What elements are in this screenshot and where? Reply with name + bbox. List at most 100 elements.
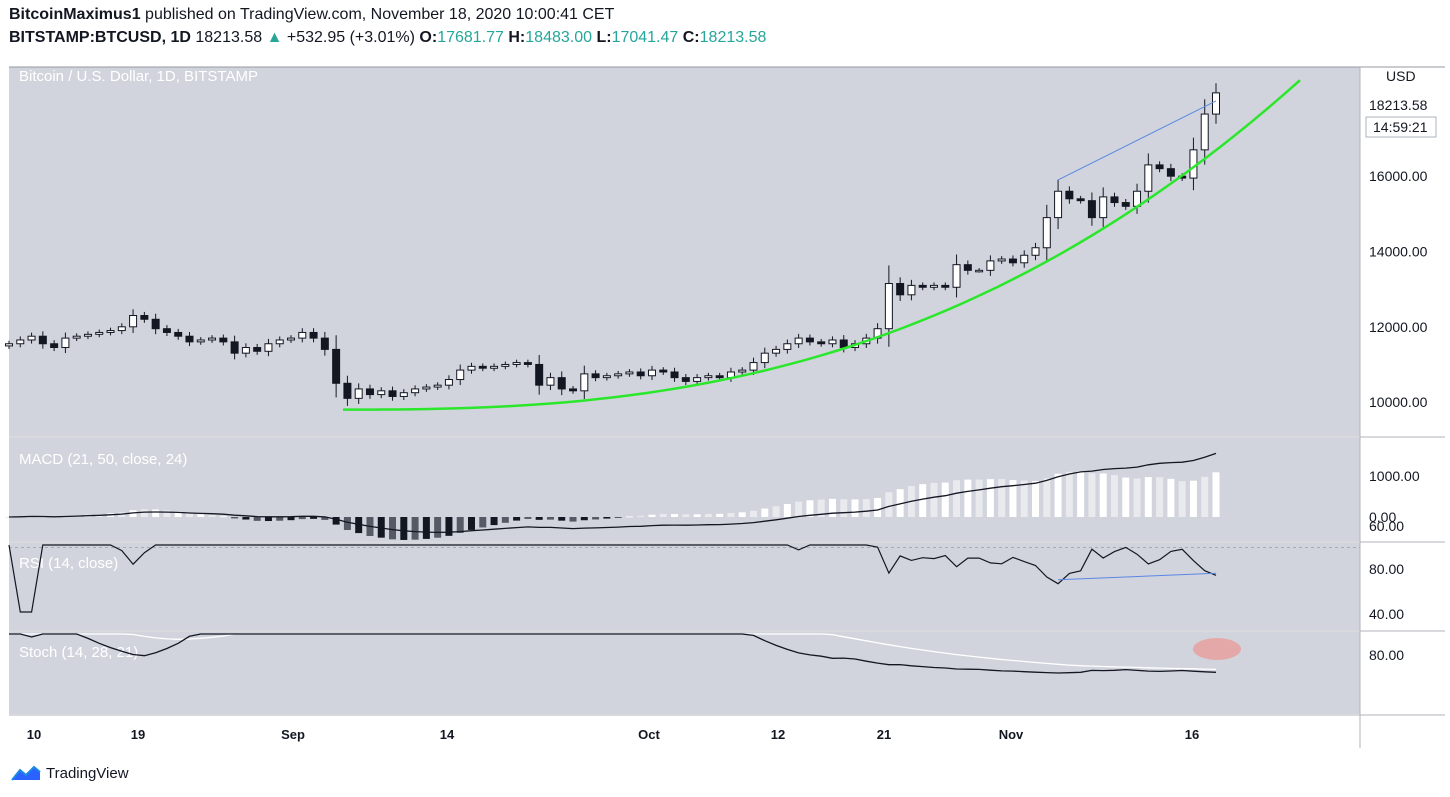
macd-histogram-bar — [1212, 472, 1220, 517]
candle-body — [918, 284, 927, 288]
macd-histogram-bar — [140, 509, 148, 517]
tradingview-footer[interactable]: TradingView — [10, 764, 129, 782]
candle-body — [535, 363, 544, 386]
candle-body — [388, 390, 397, 397]
macd-histogram-bar — [783, 503, 791, 517]
candle-body — [275, 339, 284, 345]
candle-body — [365, 388, 374, 396]
macd-histogram-bar — [535, 517, 543, 520]
candle-body — [140, 315, 149, 320]
price-trendline — [1057, 100, 1217, 181]
candle-body — [1155, 164, 1164, 170]
candle-body — [817, 341, 826, 345]
macd-histogram-bar — [896, 489, 904, 517]
macd-histogram-bar — [1144, 477, 1152, 517]
macd-histogram-bar — [513, 517, 521, 521]
candle-body — [1166, 168, 1175, 177]
price-change: +532.95 (+3.01%) — [286, 29, 415, 46]
macd-histogram-bar — [152, 509, 160, 517]
macd-histogram-bar — [828, 498, 836, 517]
price-pane-title: Bitcoin / U.S. Dollar, 1D, BITSTAMP — [19, 68, 258, 85]
candle-body — [647, 369, 656, 377]
candle-body — [828, 339, 837, 345]
candle-body — [839, 339, 848, 349]
macd-histogram-bar — [795, 501, 803, 517]
macd-histogram-bar — [321, 517, 329, 520]
stoch-k-line — [9, 633, 1217, 674]
macd-histogram-bar — [411, 517, 419, 540]
x-axis-label: 10 — [27, 727, 41, 742]
macd-histogram-bar — [862, 499, 870, 517]
candle-body — [546, 377, 555, 386]
macd-histogram-bar — [1054, 473, 1062, 517]
macd-histogram-bar — [975, 479, 983, 517]
macd-histogram-bar — [400, 517, 408, 540]
macd-histogram-bar — [998, 479, 1006, 517]
symbol-label: BITSTAMP:BTCUSD, 1D — [9, 29, 191, 46]
macd-histogram-bar — [264, 517, 272, 522]
candle-body — [1008, 258, 1017, 264]
candle-body — [456, 369, 465, 381]
macd-histogram-bar — [1167, 478, 1175, 517]
ohlc-header: BITSTAMP:BTCUSD, 1D 18213.58 ▲ +532.95 (… — [9, 29, 767, 46]
macd-histogram-bar — [1077, 471, 1085, 517]
macd-histogram-bar — [185, 513, 193, 517]
candle-body — [162, 328, 171, 333]
candle-body — [884, 283, 893, 330]
candle-body — [997, 258, 1006, 262]
candle-body — [1110, 196, 1119, 204]
candle-body — [377, 390, 386, 396]
macd-histogram-bar — [930, 482, 938, 517]
macd-histogram-bar — [253, 517, 261, 521]
macd-histogram-bar — [546, 517, 554, 520]
rsi-pane-title: RSI (14, close) — [19, 555, 118, 572]
macd-histogram-bar — [287, 517, 295, 521]
rsi-line — [8, 544, 1217, 613]
chart-canvas[interactable]: Bitcoin / U.S. Dollar, 1D, BITSTAMP MACD… — [0, 0, 1450, 760]
currency-label: USD — [1386, 68, 1416, 84]
x-axis-label: Nov — [999, 727, 1024, 742]
macd-histogram-bar — [986, 479, 994, 517]
stoch-pane-title: Stoch (14, 28, 21) — [19, 644, 138, 661]
macd-histogram-bar — [208, 515, 216, 517]
candle-body — [343, 382, 352, 399]
macd-histogram-bar — [1189, 480, 1197, 517]
x-axis-label: Sep — [281, 727, 305, 742]
candle-body — [636, 371, 645, 377]
publish-info: BitcoinMaximus1 published on TradingView… — [9, 6, 614, 24]
candle-body — [106, 330, 115, 333]
author-name[interactable]: BitcoinMaximus1 — [9, 6, 141, 23]
macd-histogram-bar — [964, 479, 972, 517]
price-axis-tick: 10000.00 — [1369, 394, 1428, 410]
macd-axis-tick: 0.00 — [1369, 509, 1396, 525]
price-axis-tick: 12000.00 — [1369, 319, 1428, 335]
macd-histogram-bar — [332, 517, 340, 525]
candle-body — [794, 337, 803, 345]
x-axis-label: 21 — [877, 727, 891, 742]
candle-body — [444, 379, 453, 386]
candle-body — [1144, 164, 1153, 192]
countdown-box — [1365, 116, 1437, 138]
candle-body — [975, 269, 984, 273]
macd-histogram-bar — [434, 517, 442, 538]
published-text: published on TradingView.com, November 1… — [145, 6, 615, 23]
candle-body — [433, 384, 442, 388]
macd-histogram-bar — [671, 513, 679, 517]
macd-histogram-bar — [174, 511, 182, 517]
macd-histogram-bar — [343, 517, 351, 531]
price-pane — [9, 67, 1360, 436]
candle-body — [298, 331, 307, 339]
candle-body — [738, 369, 747, 373]
macd-histogram-bar — [603, 517, 611, 519]
macd-histogram-bar — [704, 513, 712, 517]
macd-histogram-bar — [682, 514, 690, 517]
candle-body — [1076, 198, 1085, 202]
macd-histogram-bar — [659, 513, 667, 517]
x-axis-label: 14 — [440, 727, 455, 742]
candle-body — [580, 373, 589, 392]
macd-histogram-bar — [242, 517, 250, 520]
candle-body — [941, 284, 950, 288]
last-price: 18213.58 — [195, 29, 263, 46]
macd-axis-tick: 1000.00 — [1369, 468, 1420, 484]
macd-histogram-bar — [817, 499, 825, 517]
